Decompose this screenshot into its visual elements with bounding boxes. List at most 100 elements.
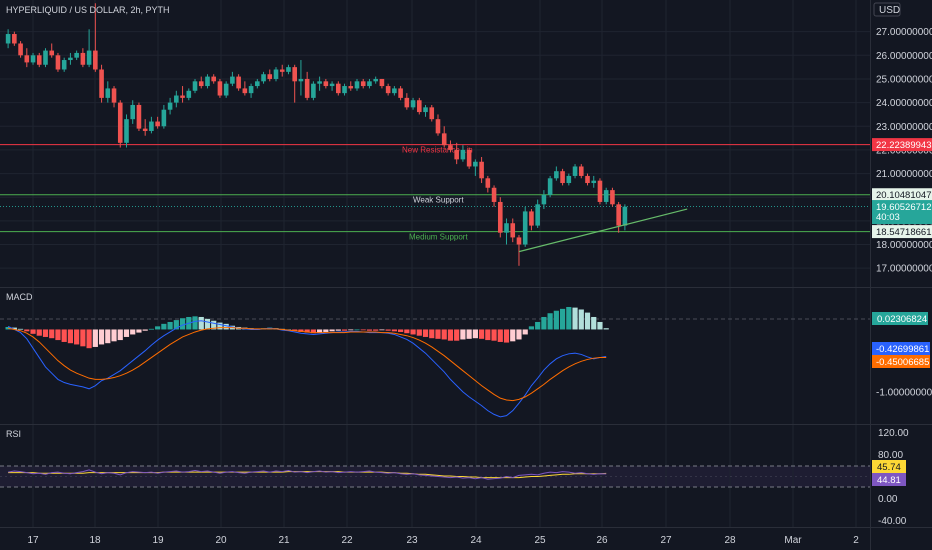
time-axis[interactable]: 17 18 19 20 21 22 23 24 25 26 27 28 Mar 2: [27, 535, 859, 546]
candle-body: [360, 81, 366, 87]
macd-histogram-bar: [460, 329, 466, 340]
candle-body: [585, 175, 590, 184]
macd-histogram-bar: [416, 329, 422, 336]
candle-body: [448, 145, 453, 150]
candle-body: [273, 69, 279, 79]
macd-histogram-bar: [528, 326, 535, 330]
macd-histogram-bar: [317, 329, 323, 333]
resistance-price-tag: 22.22389943: [872, 138, 932, 152]
macd-histogram-bar: [136, 329, 142, 333]
macd-histogram-bar: [447, 329, 454, 341]
candle-body: [74, 52, 79, 58]
candle-body: [572, 166, 578, 176]
macd-histogram-bar: [17, 328, 24, 330]
candlestick-series[interactable]: [5, 3, 628, 266]
macd-histogram-bar: [80, 329, 86, 347]
macd-histogram-bar: [61, 329, 67, 342]
candle-body: [217, 81, 223, 96]
macd-line: [7, 320, 607, 418]
macd-histogram-bar: [335, 329, 341, 331]
candle-body: [441, 133, 447, 146]
candle-body: [248, 86, 254, 94]
rsi-title[interactable]: RSI: [6, 429, 21, 439]
candle-body: [43, 50, 48, 65]
macd-histogram-bar: [217, 322, 223, 330]
rsi-tick-label: 0.00: [878, 494, 898, 505]
macd-histogram-bar: [30, 329, 36, 334]
candle-body: [547, 178, 553, 195]
candle-body: [61, 60, 67, 70]
macd-histogram-bar: [510, 329, 516, 342]
currency-label: USD: [879, 5, 900, 16]
signal-line: [8, 327, 607, 402]
macd-axis[interactable]: -1.00000000: [876, 387, 932, 398]
candle-body: [311, 83, 316, 98]
price-tick-label: 24.00000000: [876, 98, 932, 109]
time-tick-label: 19: [152, 535, 164, 546]
macd-histogram-bar: [42, 329, 49, 337]
candle-body: [336, 83, 341, 94]
rsi-value-tag: 44.81: [872, 473, 906, 486]
price-tick-label: 23.00000000: [876, 122, 932, 133]
macd-histogram-bar: [472, 329, 478, 339]
macd-histogram-bar: [67, 329, 74, 344]
candle-body: [479, 161, 484, 179]
macd-histogram-bar: [198, 316, 204, 330]
symbol-title[interactable]: HYPERLIQUID / US DOLLAR, 2h, PYTH: [6, 5, 170, 15]
macd-histogram-bar: [36, 329, 42, 336]
macd-histogram-bar: [173, 320, 179, 330]
macd-histogram-bar: [55, 329, 61, 341]
candle-body: [466, 149, 472, 167]
macd-histogram-bar: [398, 329, 404, 332]
candle-body: [24, 55, 30, 63]
candle-body: [142, 128, 148, 131]
macd-histogram-bar: [373, 329, 379, 331]
time-tick-label: 23: [406, 535, 418, 546]
candle-body: [255, 81, 260, 87]
candle-body: [379, 78, 385, 87]
resistance-label: New Resistance Lin: [402, 146, 473, 155]
candle-body: [404, 97, 410, 108]
macd-histogram-bar: [11, 327, 17, 330]
macd-histogram-bar: [454, 329, 460, 341]
candle-body: [111, 88, 117, 103]
macd-histogram-bar: [86, 329, 92, 349]
macd-histogram-bar: [379, 329, 385, 331]
candle-body: [435, 119, 441, 134]
macd-histogram-bar: [105, 329, 111, 344]
candle-body: [205, 76, 210, 87]
macd-histogram-bar: [478, 329, 485, 339]
time-tick-label: 24: [470, 535, 482, 546]
macd-title[interactable]: MACD: [6, 292, 33, 302]
trend-line[interactable]: [518, 208, 688, 253]
macd-histogram-bar: [535, 321, 541, 330]
candle-body: [86, 50, 92, 65]
weak-support-price-tag: 20.10481047: [872, 188, 932, 202]
candle-body: [186, 90, 192, 98]
macd-histogram-bar: [503, 329, 510, 343]
candle-body: [68, 57, 73, 61]
currency-button[interactable]: [873, 2, 901, 17]
candle-body: [410, 100, 416, 108]
price-tick-label: 21.00000000: [876, 169, 932, 180]
macd-histogram-bar: [603, 328, 609, 330]
macd-histogram-bar: [491, 329, 497, 341]
candle-body: [230, 76, 235, 84]
candle-body: [223, 83, 229, 96]
time-tick-label: 2: [853, 535, 859, 546]
macd-histogram-bar: [410, 329, 416, 335]
candle-body: [591, 180, 597, 184]
time-tick-label: 18: [89, 535, 101, 546]
candle-body: [30, 55, 36, 63]
candle-body: [180, 95, 185, 98]
macd-histogram-bar: [204, 318, 211, 330]
candle-body: [554, 171, 559, 179]
rsi-axis[interactable]: 120.00 80.00 0.00 -40.00: [878, 428, 909, 527]
time-tick-label: 22: [341, 535, 353, 546]
candle-body: [192, 81, 198, 91]
macd-tick-label: -1.00000000: [876, 387, 932, 398]
macd-histogram-bar: [179, 318, 186, 330]
candle-body: [261, 74, 266, 82]
